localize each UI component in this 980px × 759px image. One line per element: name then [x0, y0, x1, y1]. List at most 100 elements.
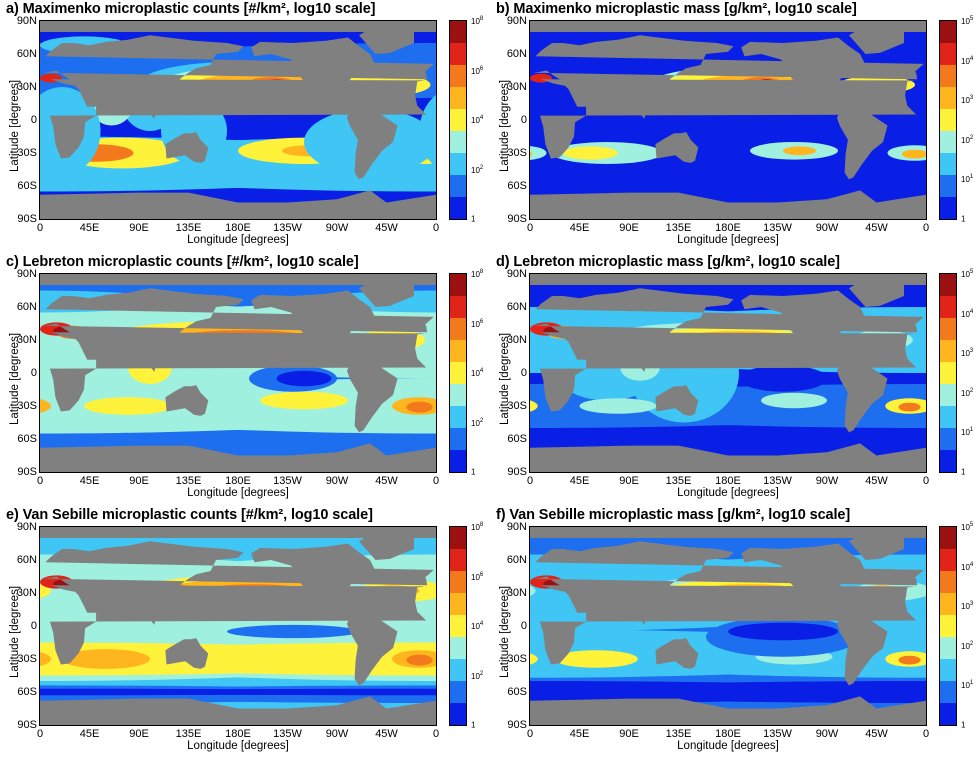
colorbar-tick-label: 104	[961, 56, 973, 66]
y-tick-label: 30S	[507, 400, 527, 412]
colorbar-segment	[940, 65, 956, 87]
x-tick-label: 90W	[815, 222, 839, 234]
colorbar-tick-label: 105	[961, 522, 973, 532]
x-tick-label: 135W	[273, 728, 302, 740]
y-tick-label: 90N	[506, 15, 527, 27]
y-tick-label: 90S	[17, 466, 37, 478]
land-mass	[655, 132, 699, 163]
concentration-region	[901, 149, 926, 159]
colorbar-segment	[940, 175, 956, 197]
y-tick-label: 60S	[507, 433, 527, 445]
arctic-land	[40, 21, 436, 32]
y-tick-label: 0	[30, 620, 37, 632]
land-mass	[849, 281, 904, 307]
land-mass	[40, 190, 436, 219]
y-tick-label: 90S	[17, 213, 37, 225]
land-mass	[655, 385, 699, 416]
colorbar-segment	[450, 175, 466, 197]
y-tick-label: 60N	[506, 48, 527, 60]
colorbar-tick-label: 106	[471, 319, 483, 329]
colorbar-tick-base: 10	[961, 641, 970, 651]
colorbar-segment	[450, 428, 466, 450]
colorbar-tick-base: 10	[471, 165, 480, 175]
colorbar-tick-base: 10	[471, 572, 480, 582]
colorbar-tick-base: 10	[471, 319, 480, 329]
land-mass	[533, 288, 924, 372]
colorbar-tick-exponent: 1	[969, 680, 974, 687]
land-mass	[741, 37, 866, 112]
colorbar-segment	[450, 450, 466, 472]
concentration-region	[406, 401, 433, 413]
x-tick-label: 0	[526, 222, 534, 234]
concentration-region	[898, 402, 921, 412]
colorbar-tick-exponent: 8	[479, 16, 484, 23]
colorbar-tick-label: 103	[961, 601, 973, 611]
colorbar-segment	[450, 384, 466, 406]
ocean-heatmap	[39, 526, 437, 726]
concentration-region	[728, 622, 838, 641]
colorbar-tick-label: 104	[961, 309, 973, 319]
colorbar	[449, 20, 467, 220]
colorbar-segment	[450, 87, 466, 109]
x-tick-label: 135E	[665, 728, 692, 740]
x-tick-label: 90E	[619, 728, 639, 740]
colorbar-tick-label: 1	[961, 215, 965, 224]
colorbar-segment	[450, 637, 466, 659]
land-mass	[849, 534, 904, 560]
colorbar-tick-label: 102	[961, 135, 973, 145]
colorbar-segment	[940, 681, 956, 703]
colorbar-segment	[940, 197, 956, 219]
x-tick-label: 135E	[175, 728, 202, 740]
colorbar-tick-label: 104	[471, 368, 483, 378]
x-tick-label: 90W	[325, 475, 349, 487]
colorbar-tick-label: 102	[471, 418, 483, 428]
y-tick-label: 30S	[507, 147, 527, 159]
x-tick-label: 135W	[273, 475, 302, 487]
x-tick-label: 45W	[865, 728, 888, 740]
colorbar-tick-exponent: 1	[969, 174, 974, 181]
y-tick-label: 30N	[506, 81, 527, 93]
concentration-region	[276, 370, 332, 387]
x-tick-label: 0	[922, 475, 930, 487]
colorbar-tick-base: 10	[961, 269, 970, 279]
colorbar-tick-label: 108	[471, 522, 483, 532]
x-tick-label: 180E	[225, 475, 251, 487]
colorbar-tick-base: 10	[961, 56, 970, 66]
colorbar-tick-exponent: 4	[969, 55, 974, 62]
x-tick-label: 90E	[619, 222, 639, 234]
land-mass	[359, 281, 414, 307]
x-axis-label: Longitude [degrees]	[677, 740, 779, 752]
x-tick-label: 90E	[129, 728, 149, 740]
x-tick-label: 0	[36, 222, 44, 234]
y-tick-label: 60S	[17, 433, 37, 445]
colorbar-tick-base: 10	[471, 621, 480, 631]
concentration-region	[563, 146, 618, 160]
colorbar-tick-label: 108	[471, 269, 483, 279]
colorbar-segment	[940, 703, 956, 725]
colorbar-tick-exponent: 4	[969, 561, 974, 568]
y-tick-label: 90S	[507, 213, 527, 225]
concentration-region	[40, 398, 51, 414]
panel-title: a) Maximenko microplastic counts [#/km²,…	[6, 1, 376, 17]
colorbar-tick-label: 102	[961, 641, 973, 651]
colorbar-segment	[940, 153, 956, 175]
colorbar-tick-label: 1	[961, 468, 965, 477]
x-tick-label: 135W	[763, 222, 792, 234]
concentration-region	[84, 397, 172, 415]
x-tick-label: 180E	[225, 222, 251, 234]
map-panel-e: e) Van Sebille microplastic counts [#/km…	[0, 506, 490, 759]
concentration-region	[530, 681, 926, 703]
colorbar-tick-exponent: 5	[969, 16, 974, 23]
y-tick-label: 30S	[17, 400, 37, 412]
land-mass	[836, 613, 888, 686]
colorbar-segment	[940, 659, 956, 681]
land-mass	[346, 360, 398, 433]
x-tick-label: 0	[922, 222, 930, 234]
colorbar-tick-base: 1	[961, 467, 966, 477]
colorbar	[449, 526, 467, 726]
y-tick-label: 90N	[16, 521, 37, 533]
colorbar-segment	[450, 43, 466, 65]
concentration-region	[739, 365, 827, 392]
colorbar	[939, 273, 957, 473]
y-axis-label: Latitude [degrees]	[9, 79, 21, 173]
